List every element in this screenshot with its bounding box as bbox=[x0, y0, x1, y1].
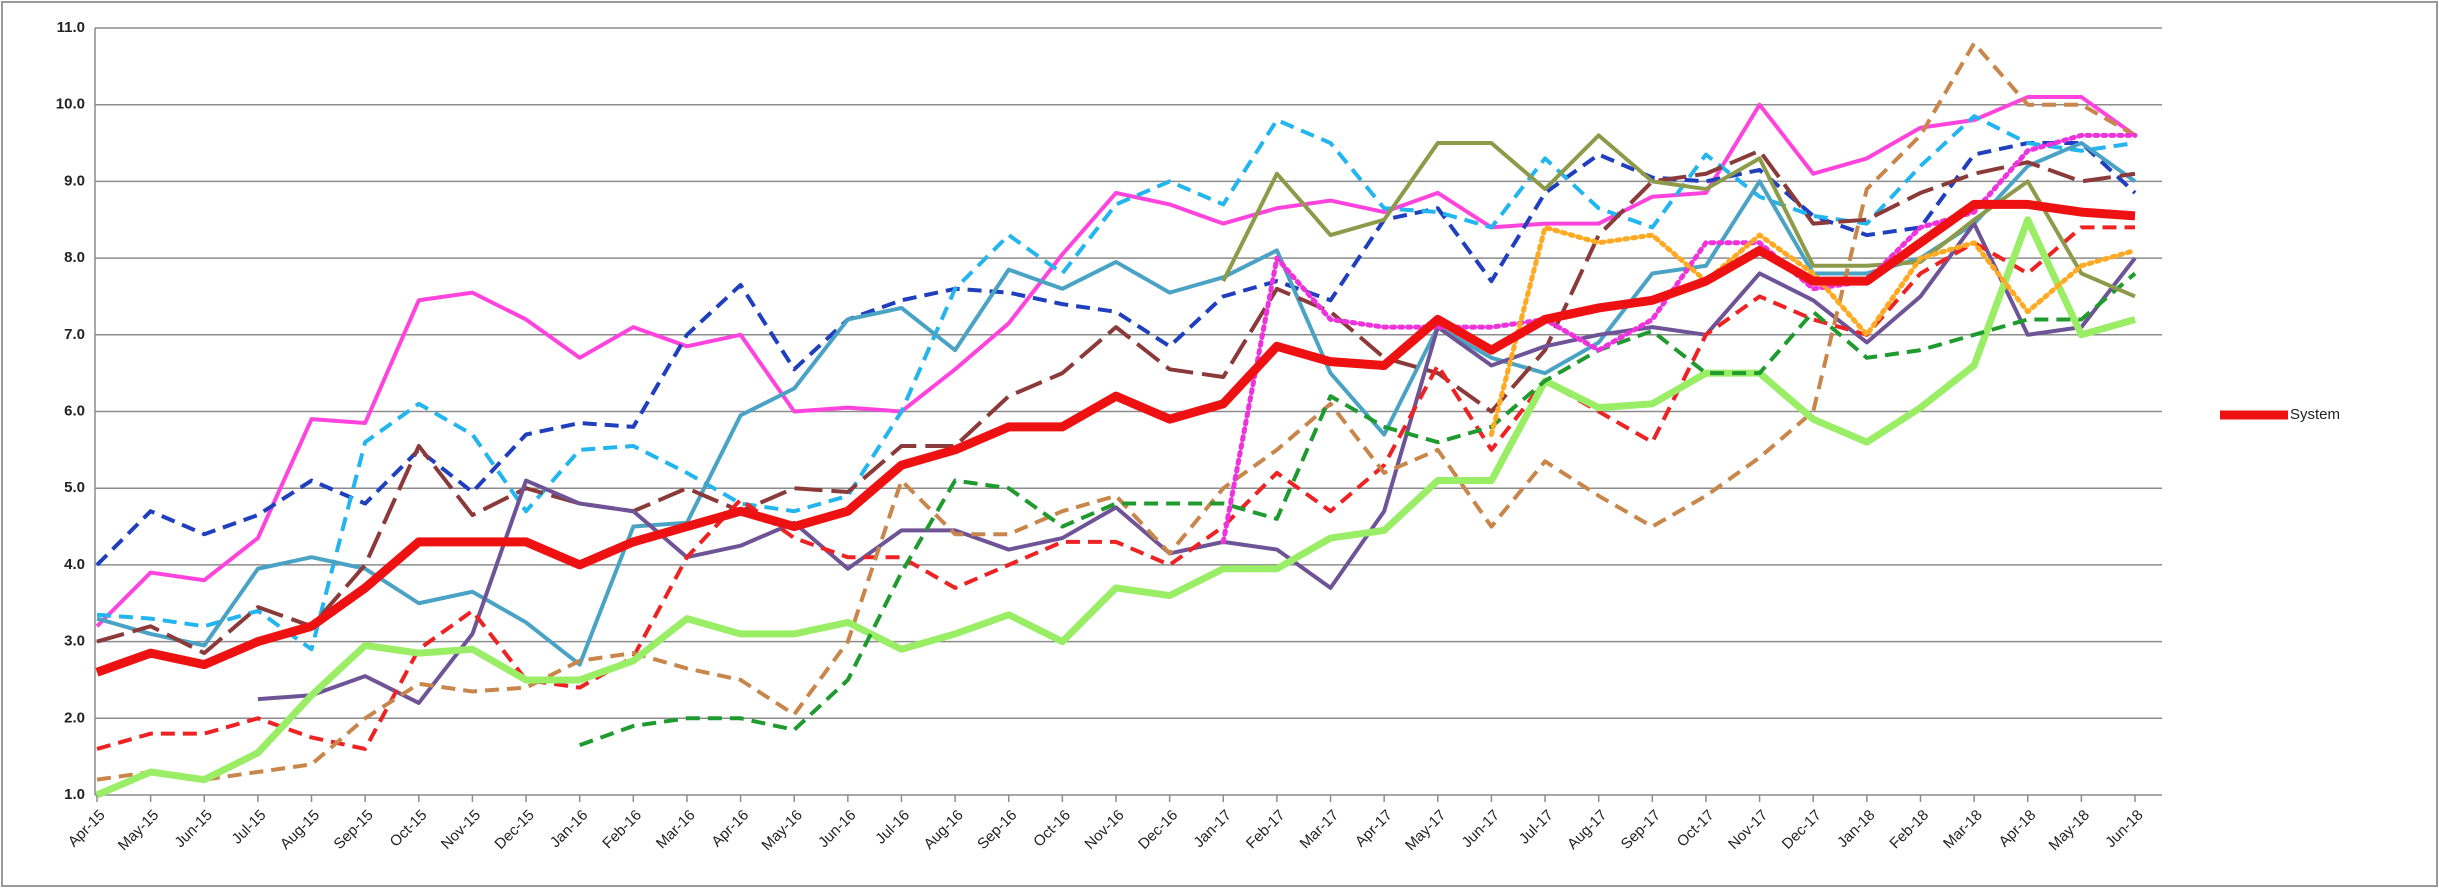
lines bbox=[95, 41, 2138, 799]
y-tick-label: 7.0 bbox=[64, 326, 85, 343]
series-line bbox=[95, 95, 2137, 628]
y-tick-label: 8.0 bbox=[64, 249, 85, 266]
y-tick-label: 10.0 bbox=[56, 96, 85, 113]
legend: System bbox=[2220, 406, 2340, 423]
series-line bbox=[1221, 133, 2136, 299]
y-tick-label: 2.0 bbox=[64, 709, 85, 726]
series-line bbox=[579, 271, 2137, 748]
series-line bbox=[95, 216, 2136, 799]
y-tick-label: 6.0 bbox=[64, 402, 85, 419]
y-tick-label: 3.0 bbox=[64, 633, 85, 650]
series-line bbox=[95, 199, 2136, 677]
y-tick-label: 9.0 bbox=[64, 172, 85, 189]
y-tick-label: 11.0 bbox=[57, 19, 85, 36]
series-line bbox=[1488, 224, 2138, 438]
series-line bbox=[96, 148, 2136, 656]
y-tick-label: 4.0 bbox=[64, 556, 85, 573]
y-tick-label: 5.0 bbox=[64, 479, 85, 496]
series-line bbox=[96, 141, 2137, 667]
legend-label: System bbox=[2290, 406, 2340, 423]
y-tick-label: 1.0 bbox=[64, 786, 85, 803]
grid bbox=[94, 27, 2162, 802]
series-line bbox=[96, 225, 2135, 751]
series-line bbox=[96, 114, 2136, 652]
